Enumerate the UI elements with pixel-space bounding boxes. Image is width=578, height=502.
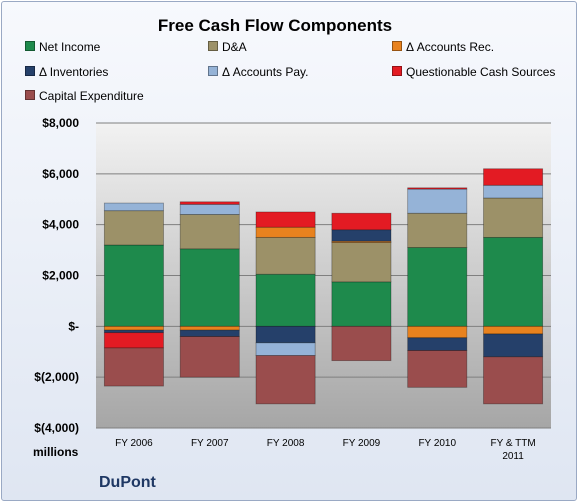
x-tick-label: FY 2006 <box>115 438 153 449</box>
bar-segment <box>331 229 392 242</box>
bar-segment <box>407 337 468 351</box>
bar-segment <box>407 325 468 339</box>
bar-segment <box>331 212 392 231</box>
legend-item-accounts-rec: Δ Accounts Rec. <box>392 40 494 54</box>
bar-segment <box>483 184 544 199</box>
legend-label: Questionable Cash Sources <box>406 65 556 79</box>
x-tick-label: FY 2008 <box>267 438 305 449</box>
legend-swatch <box>208 66 218 76</box>
legend-item-da: D&A <box>208 40 247 54</box>
bar-segment <box>483 168 544 186</box>
y-tick-label: $2,000 <box>42 269 79 283</box>
legend-label: Δ Accounts Rec. <box>406 40 495 54</box>
x-tick-label: FY 2009 <box>343 438 381 449</box>
bar-segment <box>407 187 468 190</box>
bar-segment <box>179 336 240 378</box>
bar-segment <box>103 325 164 331</box>
bar-segment <box>255 273 316 327</box>
legend-label: Δ Inventories <box>39 65 109 79</box>
x-tick-label: FY 2010 <box>418 438 456 449</box>
bar-segment <box>407 350 468 388</box>
bar-segment <box>103 332 164 349</box>
bar-segment <box>255 211 316 228</box>
bar-segment <box>103 347 164 387</box>
bar-segment <box>407 188 468 214</box>
bar-segment <box>483 197 544 238</box>
legend-label: Δ Accounts Pay. <box>222 65 309 79</box>
bar-segment <box>331 325 392 362</box>
legend-label: Capital Expenditure <box>39 89 144 103</box>
legend-swatch <box>392 66 402 76</box>
legend-item-net-income: Net Income <box>25 40 100 54</box>
legend-item-capex: Capital Expenditure <box>25 89 144 103</box>
legend-item-inventories: Δ Inventories <box>25 65 108 79</box>
chart-title: Free Cash Flow Components <box>157 16 393 35</box>
bar-segment <box>483 325 544 335</box>
bar-segment <box>483 236 544 327</box>
bar-segment <box>255 355 316 405</box>
x-tick-label: FY 2007 <box>191 438 229 449</box>
bar-segment <box>331 242 392 283</box>
bar-segment <box>407 247 468 327</box>
x-tick-label: FY & TTM 2011 <box>490 438 535 462</box>
bar-segment <box>179 248 240 327</box>
legend-swatch <box>392 41 402 51</box>
bar-segment <box>483 333 544 358</box>
legend-swatch <box>25 66 35 76</box>
bar-segment <box>103 210 164 246</box>
bar-segment <box>179 214 240 250</box>
legend-item-questionable-cash: Questionable Cash Sources <box>392 65 555 79</box>
y-tick-label: $4,000 <box>42 218 79 232</box>
legend-label: Net Income <box>39 40 101 54</box>
y-tick-label: $(2,000) <box>34 370 79 384</box>
bar-segment <box>255 236 316 275</box>
y-tick-label: $6,000 <box>42 167 79 181</box>
bar-segment <box>255 226 316 238</box>
legend-label: D&A <box>222 40 247 54</box>
bar-segment <box>103 202 164 212</box>
legend-swatch <box>25 90 35 100</box>
bar-segment <box>331 281 392 327</box>
bar-segment <box>255 342 316 356</box>
y-tick-label: $- <box>68 319 79 333</box>
y-tick-label: $(4,000) <box>34 421 79 435</box>
legend-swatch <box>208 41 218 51</box>
company-name: DuPont <box>99 474 156 491</box>
legend-swatch <box>25 41 35 51</box>
bar-segment <box>103 244 164 327</box>
bar-segment <box>179 329 240 337</box>
bar-segment <box>179 325 240 331</box>
bar-segment <box>483 356 544 405</box>
y-tick-label: $8,000 <box>42 116 79 130</box>
bar-segment <box>255 325 316 344</box>
legend-item-accounts-pay: Δ Accounts Pay. <box>208 65 309 79</box>
y-unit-label: millions <box>33 445 79 459</box>
bar-segment <box>179 203 240 215</box>
bar-segment <box>179 201 240 205</box>
bar-segment <box>407 212 468 248</box>
